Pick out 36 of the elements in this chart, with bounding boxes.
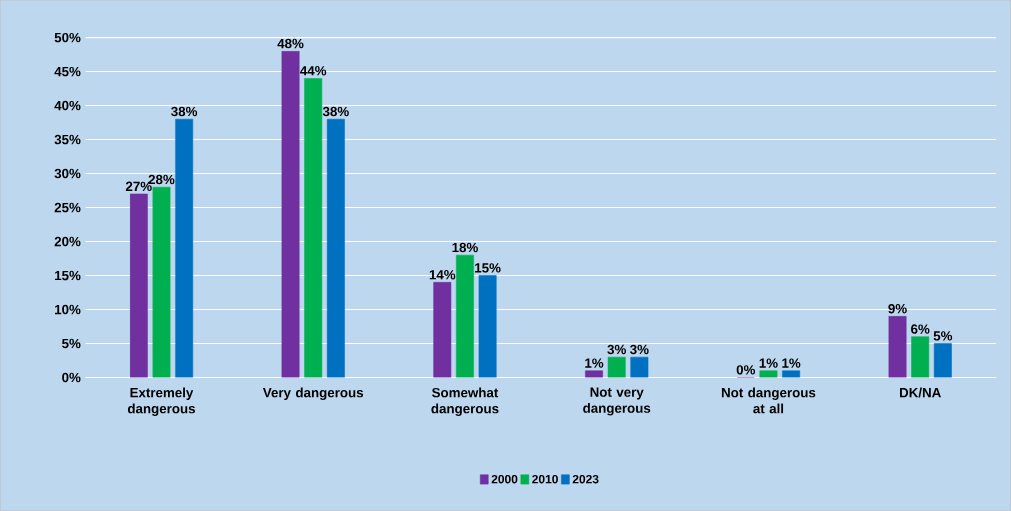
data-label: 5%	[933, 331, 953, 341]
data-label: 38%	[171, 106, 198, 117]
y-tick-label: 40%	[54, 100, 81, 111]
data-label: 9%	[888, 303, 907, 314]
data-label: 44%	[300, 66, 327, 76]
legend-label: 2010	[532, 474, 558, 484]
data-label: 38%	[322, 106, 349, 117]
data-label: 48%	[277, 38, 304, 49]
y-tick-label: 35%	[54, 134, 81, 145]
y-tick-label: 50%	[54, 32, 81, 43]
y-tick-label: 5%	[62, 338, 81, 349]
data-label: 3%	[630, 344, 649, 355]
y-tick-label: 0%	[62, 372, 81, 383]
legend-label: 2023	[572, 474, 599, 484]
data-label: 15%	[475, 263, 501, 273]
data-label: 14%	[429, 269, 456, 280]
x-tick-label: Extremely dangerous	[127, 387, 195, 416]
x-tick-label: Very dangerous	[262, 387, 364, 400]
y-tick-label: 20%	[54, 236, 81, 247]
data-label: 3%	[607, 344, 626, 355]
x-tick-label: DK/NA	[899, 387, 941, 398]
x-tick-label: Somewhat dangerous	[431, 387, 499, 416]
y-tick-label: 30%	[54, 168, 81, 179]
data-label: 18%	[452, 242, 478, 253]
y-tick-label: 15%	[55, 270, 81, 281]
legend-label: 2000	[491, 474, 518, 484]
data-label: 1%	[585, 358, 604, 368]
y-tick-label: 10%	[55, 304, 81, 315]
data-label: 0%	[736, 365, 756, 375]
y-tick-label: 25%	[54, 202, 81, 213]
data-label: 6%	[911, 324, 930, 334]
x-tick-label: Not very dangerous	[583, 387, 651, 416]
data-label: 1%	[782, 358, 801, 368]
data-label: 1%	[759, 358, 778, 368]
x-tick-label: Not dangerous at all	[721, 387, 816, 414]
y-tick-label: 45%	[54, 66, 81, 77]
